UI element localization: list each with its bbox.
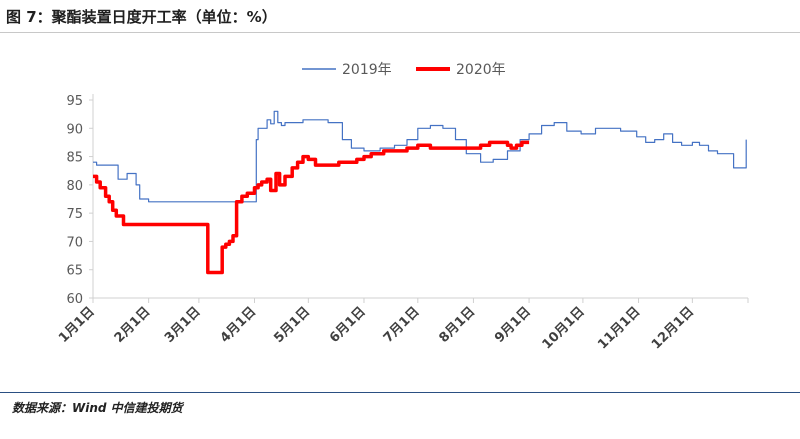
y-tick-label: 90 (66, 122, 83, 137)
line-chart: 60 65 70 75 80 85 90 95 1月1日 2月1日 3月1日 4月1日 5月1日 6月1日… (56, 62, 749, 352)
x-tick-label: 5月1日 (271, 304, 313, 346)
x-tick-label: 9月1日 (492, 304, 534, 346)
y-tick-label: 95 (66, 94, 83, 109)
x-tick-label: 2月1日 (112, 304, 154, 346)
y-tick-label: 85 (66, 151, 83, 166)
x-tick-label: 12月1日 (649, 304, 697, 352)
x-tick-label: 6月1日 (327, 304, 369, 346)
footer: 数据来源：Wind 中信建投期货 (0, 392, 800, 419)
x-tick-label: 7月1日 (381, 304, 423, 346)
y-tick-label: 80 (66, 179, 83, 194)
chart-title: 图 7：聚酯装置日度开工率（单位：%） (6, 8, 277, 26)
series-line-2020 (93, 140, 530, 275)
title-bar: 图 7：聚酯装置日度开工率（单位：%） (0, 0, 800, 33)
x-tick-label: 4月1日 (218, 304, 260, 346)
x-tick-label: 11月1日 (595, 304, 643, 352)
chart-area: 60 65 70 75 80 85 90 95 1月1日 2月1日 3月1日 4月1日 5月1日 6月1日… (0, 38, 800, 386)
legend-label-2019: 2019年 (342, 62, 392, 78)
legend-label-2020: 2020年 (456, 62, 506, 78)
x-tick-label: 1月1日 (56, 304, 98, 346)
x-tick-label: 10月1日 (540, 304, 588, 352)
x-tick-label: 3月1日 (162, 304, 204, 346)
x-tick-label: 8月1日 (436, 304, 478, 346)
y-tick-label: 60 (66, 292, 83, 307)
y-tick-label: 75 (66, 207, 83, 222)
y-tick-label: 65 (66, 264, 83, 279)
data-source: 数据来源：Wind 中信建投期货 (12, 401, 183, 415)
y-tick-label: 70 (66, 235, 83, 250)
series-line-2019 (93, 110, 747, 203)
